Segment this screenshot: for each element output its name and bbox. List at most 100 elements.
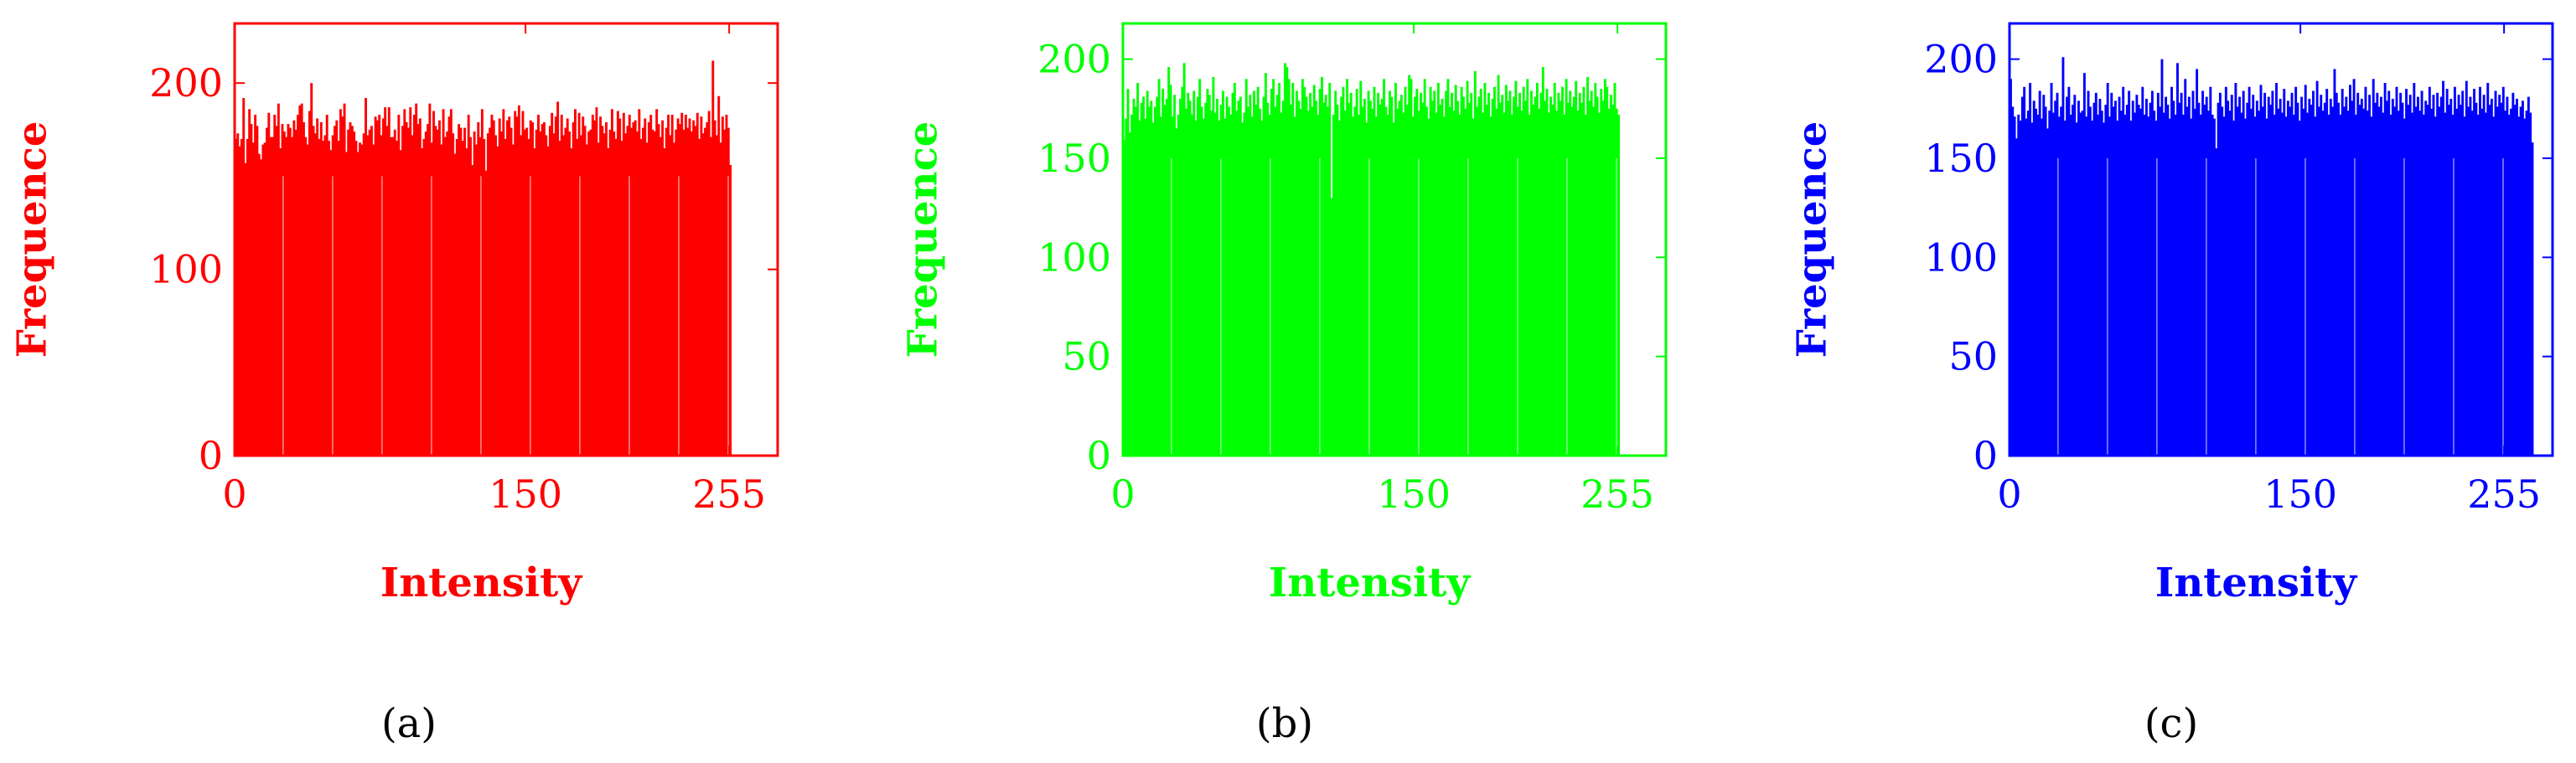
histogram-bar — [1538, 108, 1541, 456]
histogram-bar — [1182, 63, 1186, 456]
histogram-bar — [1349, 92, 1353, 456]
histogram-bar — [704, 127, 706, 456]
histogram-bar — [251, 142, 255, 456]
histogram-bar — [471, 165, 474, 456]
histogram-bar — [424, 131, 427, 456]
histogram-bar — [1274, 106, 1277, 456]
histogram-bar — [1142, 96, 1146, 456]
histogram-bar — [1507, 101, 1510, 456]
histogram-bar — [2088, 106, 2092, 456]
histogram-bar — [2143, 114, 2146, 456]
histogram-bar — [1371, 108, 1374, 456]
histogram-bar — [2190, 118, 2193, 456]
histogram-bar — [1479, 89, 1482, 456]
histogram-bar — [2255, 101, 2258, 456]
histogram-bar — [1425, 106, 1428, 456]
panel-caption-a: (a) — [381, 700, 437, 747]
histogram-bar — [446, 131, 449, 456]
histogram-bar — [2015, 138, 2018, 456]
histogram-bar — [608, 129, 612, 456]
histogram-bar — [1402, 112, 1405, 456]
histogram-bar — [1243, 112, 1246, 456]
histogram-bar — [1466, 80, 1469, 456]
histogram-bar — [312, 126, 315, 456]
histogram-bar — [1165, 98, 1168, 456]
histogram-bar — [701, 133, 705, 456]
histogram-bar — [1411, 116, 1415, 456]
y-axis-label-c: Frequence — [1789, 121, 1836, 358]
histogram-bar — [1549, 96, 1553, 456]
axis-ticks-c: 0 50 100 150 200 0 150 255 — [1924, 23, 2553, 517]
histogram-bar — [2424, 101, 2428, 456]
histogram-bar — [1493, 86, 1496, 456]
histogram-bar — [2351, 101, 2354, 456]
histogram-bar — [1312, 85, 1316, 456]
histogram-bar — [2298, 120, 2301, 456]
histogram-bar — [514, 111, 517, 456]
histogram-bar — [2228, 111, 2232, 456]
histogram-bar — [1196, 96, 1199, 456]
histogram-bar — [1501, 95, 1504, 456]
histogram-bar — [2139, 108, 2142, 456]
histogram-bar — [1353, 106, 1357, 456]
histogram-bar — [582, 116, 585, 456]
histogram-bar — [494, 135, 498, 456]
histogram-bar — [2310, 105, 2313, 456]
histogram-bar — [2082, 73, 2086, 456]
histogram-bar — [603, 133, 606, 456]
histogram-bar — [2242, 90, 2245, 456]
histogram-bar — [1423, 79, 1426, 456]
histogram-bar — [2110, 92, 2113, 456]
histogram-bar — [1328, 83, 1332, 456]
histogram-bar — [2147, 116, 2150, 456]
histogram-bar — [2092, 102, 2096, 456]
histogram-bar — [1315, 101, 1318, 456]
histogram-bar — [1384, 106, 1388, 456]
histogram-bar — [2075, 122, 2078, 456]
x-tick-label: 0 — [222, 472, 246, 517]
histogram-bar — [303, 121, 305, 456]
histogram-bar — [2036, 114, 2040, 456]
histogram-bar — [2041, 118, 2043, 456]
histogram-bar — [2261, 106, 2264, 456]
histogram-bar — [2507, 114, 2511, 456]
histogram-bar — [1566, 102, 1570, 456]
histogram-bar — [2408, 95, 2412, 456]
histogram-bar — [2213, 118, 2216, 456]
y-tick-label: 150 — [1924, 136, 1998, 181]
histogram-bar — [2494, 90, 2497, 456]
histogram-bar — [2025, 118, 2028, 456]
histogram-bar — [2048, 111, 2051, 456]
histogram-bar — [254, 114, 257, 456]
histogram-bar — [2073, 95, 2077, 456]
histogram-bar — [2395, 86, 2398, 456]
histogram-bar — [2145, 98, 2148, 456]
histogram-bar — [1392, 122, 1395, 456]
histogram-bar — [535, 129, 538, 456]
histogram-bar — [1291, 83, 1295, 456]
histogram-bar — [2372, 79, 2375, 456]
histogram-bar — [347, 129, 350, 456]
histogram-bar — [2166, 105, 2170, 456]
histogram-bar — [711, 60, 715, 456]
histogram-bar — [2399, 92, 2403, 456]
histogram-bar — [2077, 101, 2080, 456]
x-tick-label: 0 — [1110, 472, 1135, 517]
histogram-bar — [1218, 120, 1221, 456]
histogram-bar — [490, 114, 494, 456]
histogram-bar — [1594, 83, 1597, 456]
x-tick-label: 150 — [489, 472, 562, 517]
histogram-bar — [267, 112, 271, 456]
histogram-bar — [310, 83, 313, 456]
histogram-bar — [257, 153, 261, 456]
histogram-bar — [2085, 116, 2088, 456]
histogram-bar — [1281, 101, 1285, 456]
histogram-bar — [2259, 85, 2263, 456]
histogram-bar — [319, 121, 323, 456]
histogram-bar — [2081, 111, 2084, 456]
histogram-bar — [285, 137, 288, 456]
histogram-bar — [2054, 101, 2057, 456]
histogram-bar — [2479, 86, 2481, 456]
histogram-bar — [1582, 86, 1585, 456]
histogram-bar — [2184, 79, 2187, 456]
